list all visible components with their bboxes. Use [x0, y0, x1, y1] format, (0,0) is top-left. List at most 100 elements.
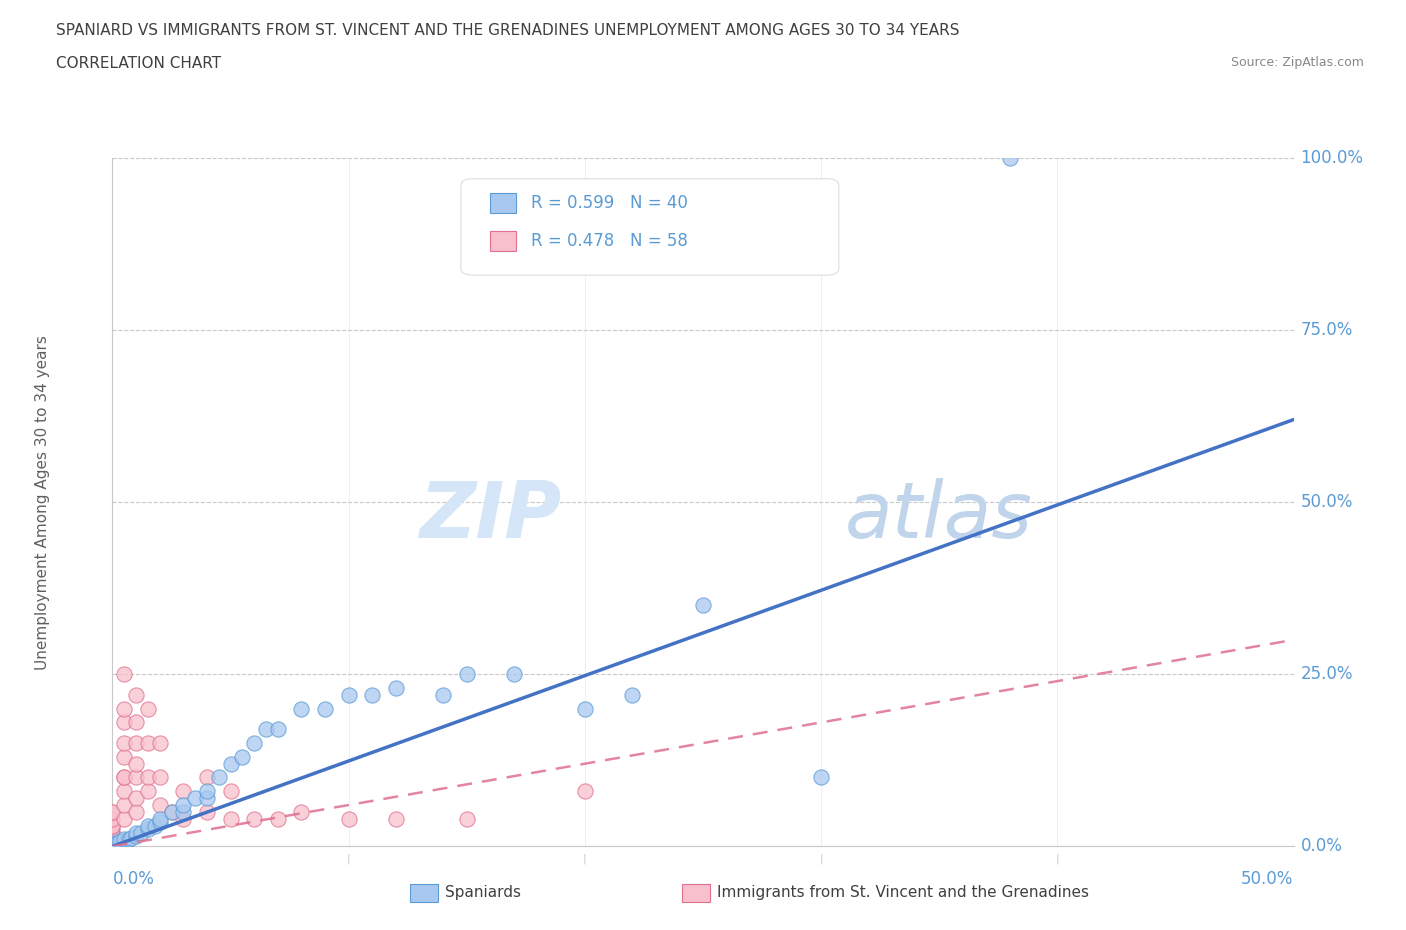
Point [125, 770, 148, 785]
Text: Unemployment Among Ages 30 to 34 years: Unemployment Among Ages 30 to 34 years [35, 335, 49, 670]
Point [172, 804, 194, 819]
Point [112, 715, 135, 730]
Point [149, 736, 172, 751]
Point [574, 784, 596, 799]
Text: R = 0.599   N = 40: R = 0.599 N = 40 [530, 194, 688, 212]
Point [125, 756, 148, 771]
Point [172, 784, 194, 799]
Point [101, 829, 124, 844]
Point [118, 832, 141, 847]
Point [125, 825, 148, 840]
Point [112, 784, 135, 799]
Point [112, 770, 135, 785]
Point [125, 715, 148, 730]
Point [129, 825, 152, 840]
Point [574, 701, 596, 716]
Bar [491, 193, 516, 213]
Point [195, 770, 218, 785]
Point [101, 835, 124, 850]
Text: R = 0.478   N = 58: R = 0.478 N = 58 [530, 232, 688, 250]
Point [149, 770, 172, 785]
Point [998, 151, 1021, 166]
Point [149, 798, 172, 813]
Point [149, 815, 172, 830]
Point [195, 784, 218, 799]
Point [231, 750, 253, 764]
Point [125, 736, 148, 751]
Point [254, 722, 277, 737]
Point [184, 790, 207, 805]
Point [101, 818, 124, 833]
Point [101, 832, 124, 847]
Text: CORRELATION CHART: CORRELATION CHART [56, 56, 221, 71]
Point [136, 784, 159, 799]
Point [219, 784, 242, 799]
Point [101, 804, 124, 819]
Text: |: | [347, 854, 350, 864]
Point [503, 667, 526, 682]
Point [125, 829, 148, 844]
Point [101, 804, 124, 819]
Text: 25.0%: 25.0% [1301, 665, 1353, 684]
Text: 0.0%: 0.0% [112, 870, 155, 887]
Point [101, 825, 124, 840]
Point [195, 790, 218, 805]
Point [267, 811, 290, 826]
Point [136, 818, 159, 833]
Text: 75.0%: 75.0% [1301, 321, 1353, 339]
Point [101, 829, 124, 844]
Bar [491, 232, 516, 251]
Text: Spaniards: Spaniards [446, 885, 522, 900]
Point [195, 804, 218, 819]
Point [456, 667, 478, 682]
Point [101, 832, 124, 847]
Point [112, 832, 135, 847]
FancyBboxPatch shape [461, 179, 839, 275]
Point [101, 825, 124, 840]
Text: SPANIARD VS IMMIGRANTS FROM ST. VINCENT AND THE GRENADINES UNEMPLOYMENT AMONG AG: SPANIARD VS IMMIGRANTS FROM ST. VINCENT … [56, 23, 960, 38]
Text: Source: ZipAtlas.com: Source: ZipAtlas.com [1230, 56, 1364, 69]
Point [112, 811, 135, 826]
Point [101, 839, 124, 854]
Point [290, 804, 312, 819]
Point [314, 701, 336, 716]
Point [101, 839, 124, 854]
Point [105, 835, 128, 850]
Point [172, 798, 194, 813]
Text: 0.0%: 0.0% [1301, 837, 1343, 856]
Text: |: | [820, 854, 823, 864]
Point [456, 811, 478, 826]
Text: |: | [1056, 854, 1059, 864]
Point [810, 770, 832, 785]
Point [101, 839, 124, 854]
Point [101, 818, 124, 833]
Point [208, 770, 231, 785]
Point [101, 811, 124, 826]
Point [125, 687, 148, 702]
Point [267, 722, 290, 737]
Point [112, 701, 135, 716]
Point [160, 804, 183, 819]
Point [125, 804, 148, 819]
Point [101, 839, 124, 854]
Point [172, 811, 194, 826]
Point [101, 832, 124, 847]
Point [112, 770, 135, 785]
Point [337, 811, 360, 826]
Point [361, 687, 384, 702]
Point [136, 822, 159, 837]
Point [692, 598, 714, 613]
Point [136, 736, 159, 751]
Text: Immigrants from St. Vincent and the Grenadines: Immigrants from St. Vincent and the Gren… [717, 885, 1090, 900]
Point [219, 811, 242, 826]
Point [136, 770, 159, 785]
Text: ZIP: ZIP [419, 478, 561, 554]
Text: atlas: atlas [845, 478, 1032, 554]
Text: 100.0%: 100.0% [1301, 149, 1364, 167]
Point [143, 818, 166, 833]
Point [112, 736, 135, 751]
Point [621, 687, 644, 702]
Text: |: | [583, 854, 586, 864]
Point [243, 811, 266, 826]
Point [101, 822, 124, 837]
